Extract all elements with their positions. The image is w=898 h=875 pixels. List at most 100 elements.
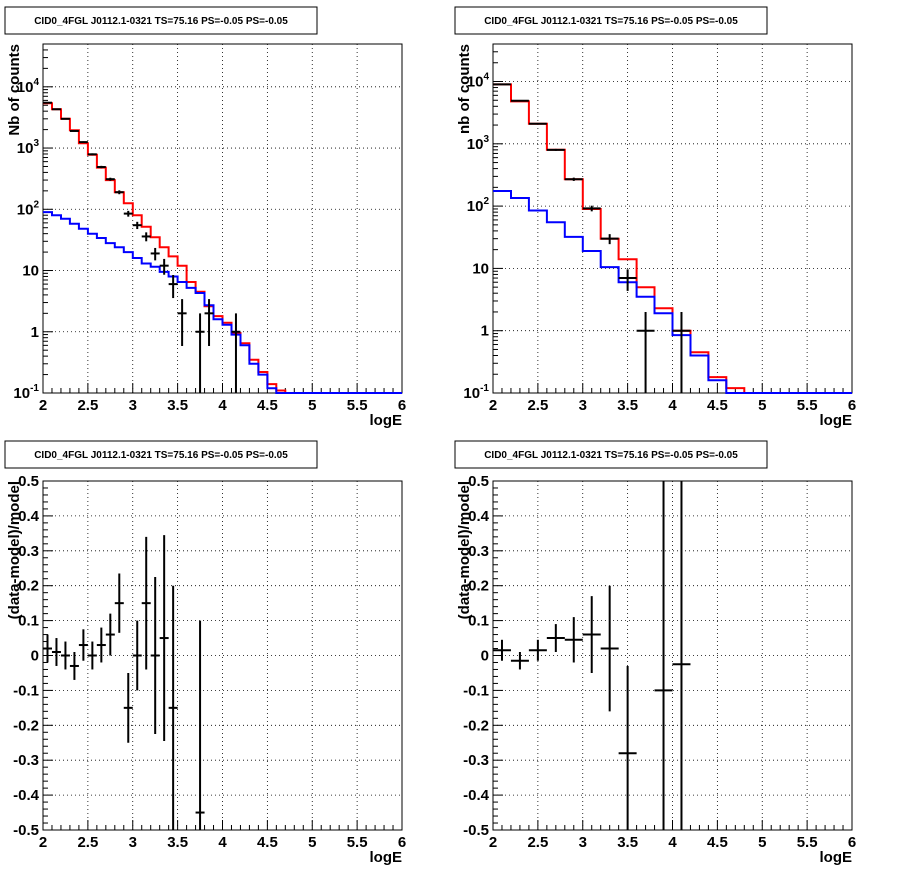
chart-panel-4: CID0_4FGL J0112.1-0321 TS=75.16 PS=-0.05… [454,440,856,866]
residual-point [51,638,61,666]
data-point [78,141,88,144]
data-point [546,148,565,151]
y-tick-label: -0.2 [463,717,489,734]
data-point [43,101,52,104]
residual-point [150,576,160,735]
y-tick-label: 0.2 [18,578,39,595]
y-tick-label: 1 [31,324,39,341]
x-tick-label: 4.5 [707,397,728,414]
y-axis-label: (data-model)/model [456,481,473,619]
y-tick-label: -0.5 [13,822,39,839]
x-tick-label: 4 [218,397,227,414]
x-tick-label: 2 [489,834,497,851]
x-tick-label: 3.5 [617,834,638,851]
x-axis-label: logE [370,849,403,866]
y-tick-label: 0.3 [18,543,39,560]
data-point [87,153,97,156]
y-tick-label: -0.4 [13,787,40,804]
series-line [43,211,402,394]
x-tick-label: 2.5 [527,834,548,851]
residual-point [564,617,583,663]
x-axis-label: logE [820,849,853,866]
y-tick-label: 0.4 [18,508,40,525]
y-tick-label: 103 [467,134,490,153]
chart-panel-2: CID0_4FGL J0112.1-0321 TS=75.16 PS=-0.05… [454,6,856,429]
chart-panel-3: CID0_4FGL J0112.1-0321 TS=75.16 PS=-0.05… [4,440,406,866]
residual-point [159,535,169,742]
title-text: CID0_4FGL J0112.1-0321 TS=75.16 PS=-0.05… [484,16,738,27]
y-tick-label: -0.2 [13,717,39,734]
x-tick-label: 4.5 [257,397,278,414]
y-tick-label: 10 [472,260,489,277]
x-tick-label: 2.5 [527,397,548,414]
x-tick-label: 6 [398,834,406,851]
x-tick-label: 3 [129,397,137,414]
data-point [132,221,142,230]
data-point [636,311,655,393]
data-point [168,275,178,299]
x-tick-label: 2 [39,397,47,414]
x-tick-label: 2.5 [77,834,98,851]
residual-point [69,652,79,680]
y-tick-label: 103 [17,138,40,157]
data-point [618,269,637,291]
y-tick-label: 104 [467,72,490,91]
y-tick-label: 0 [481,648,489,665]
residual-point [546,624,565,653]
x-tick-label: 6 [848,397,856,414]
y-tick-label: 10-1 [463,383,489,402]
x-tick-label: 4.5 [257,834,278,851]
data-point [150,247,160,261]
x-axis-label: logE [370,412,403,429]
residual-point [123,672,133,743]
data-point [528,122,547,125]
x-tick-label: 4 [668,397,677,414]
data-point [510,99,529,102]
data-point [564,177,583,181]
y-tick-label: 10-1 [13,383,39,402]
residual-point [582,596,601,673]
x-tick-label: 5.5 [797,397,818,414]
x-tick-label: 4.5 [707,834,728,851]
y-tick-label: 104 [17,77,40,96]
y-tick-label: 0.1 [468,613,489,630]
residual-point [528,639,547,661]
x-tick-label: 2 [39,834,47,851]
residual-point [492,639,511,661]
data-point [177,299,187,346]
title-box [454,6,768,35]
x-tick-label: 3.5 [617,397,638,414]
y-tick-label: 0.5 [18,473,39,490]
y-tick-label: 0.5 [468,473,489,490]
residual-point [114,573,124,633]
x-tick-label: 6 [848,834,856,851]
x-tick-label: 5 [308,397,316,414]
plot-frame [42,43,403,394]
x-tick-label: 5 [758,397,766,414]
chart-title: CID0_4FGL J0112.1-0321 TS=75.16 PS=-0.05… [454,440,768,469]
residual-point [618,665,637,830]
data-point [51,108,61,111]
chart-panel-1: CID0_4FGL J0112.1-0321 TS=75.16 PS=-0.05… [4,6,406,429]
residual-point [600,585,619,712]
y-tick-label: 0.1 [18,613,39,630]
data-point [672,311,691,393]
title-text: CID0_4FGL J0112.1-0321 TS=75.16 PS=-0.05… [484,450,738,461]
title-text: CID0_4FGL J0112.1-0321 TS=75.16 PS=-0.05… [34,450,288,461]
y-tick-label: 1 [481,323,489,340]
data-point [96,165,106,169]
residual-point [195,620,205,830]
x-axis-label: logE [820,412,853,429]
y-axis-label: (data-model)/model [6,481,23,619]
residual-point [105,613,115,656]
title-box [454,440,768,469]
data-point [141,232,151,242]
residual-point [654,481,673,830]
plot-frame [42,480,403,831]
y-axis-label: nb of counts [456,44,473,134]
y-tick-label: -0.4 [463,787,490,804]
y-tick-label: 0.4 [468,508,490,525]
residual-point [42,634,52,663]
title-text: CID0_4FGL J0112.1-0321 TS=75.16 PS=-0.05… [34,16,288,27]
residual-point [96,627,106,663]
